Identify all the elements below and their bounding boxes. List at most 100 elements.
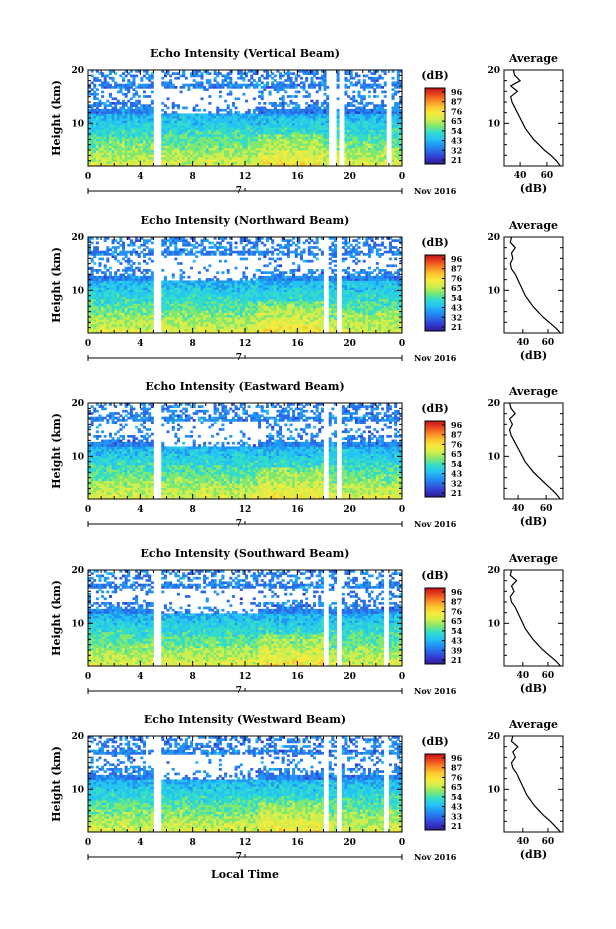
- heatmap-cell: [365, 113, 368, 116]
- heatmap-cell: [297, 319, 300, 322]
- heatmap-cell: [392, 145, 395, 148]
- heatmap-cell: [122, 136, 125, 139]
- heatmap-cell: [269, 308, 272, 311]
- heatmap-cell: [201, 157, 204, 160]
- heatmap-cell: [365, 319, 368, 322]
- heatmap-cell: [127, 120, 130, 123]
- heatmap-cell: [284, 113, 287, 116]
- heatmap-cell: [229, 86, 232, 89]
- heatmap-cell: [344, 161, 347, 164]
- heatmap-cell: [148, 308, 151, 311]
- heatmap-cell: [253, 97, 256, 100]
- heatmap-cell: [292, 118, 295, 121]
- heatmap-cell: [253, 145, 256, 148]
- heatmap-cell: [255, 136, 258, 139]
- heatmap-cell: [392, 161, 395, 164]
- heatmap-cell: [274, 88, 277, 91]
- heatmap-cell: [255, 324, 258, 327]
- heatmap-cell: [368, 152, 371, 155]
- heatmap-cell: [130, 319, 133, 322]
- heatmap-cell: [373, 88, 376, 91]
- heatmap-cell: [355, 150, 358, 153]
- heatmap-cell: [242, 312, 245, 315]
- heatmap-cell: [114, 145, 117, 148]
- heatmap-cell: [384, 81, 387, 84]
- heatmap-cell: [263, 84, 266, 87]
- heatmap-cell: [164, 141, 167, 144]
- heatmap-cell: [266, 150, 269, 153]
- heatmap-cell: [177, 77, 180, 80]
- heatmap-cell: [211, 113, 214, 116]
- heatmap-cell: [373, 95, 376, 98]
- heatmap-cell: [384, 134, 387, 137]
- heatmap-cell: [389, 312, 392, 315]
- heatmap-cell: [224, 136, 227, 139]
- heatmap-cell: [337, 118, 340, 121]
- heatmap-cell: [195, 136, 198, 139]
- heatmap-cell: [381, 125, 384, 128]
- heatmap-cell: [91, 118, 94, 121]
- heatmap-cell: [221, 136, 224, 139]
- heatmap-cell: [248, 317, 251, 320]
- heatmap-cell: [93, 109, 96, 112]
- heatmap-cell: [130, 141, 133, 144]
- heatmap-cell: [313, 157, 316, 160]
- heatmap-cell: [221, 113, 224, 116]
- heatmap-cell: [250, 324, 253, 327]
- heatmap-cell: [248, 152, 251, 155]
- heatmap-cell: [119, 86, 122, 89]
- heatmap-cell: [376, 120, 379, 123]
- heatmap-cell: [352, 109, 355, 112]
- heatmap-cell: [378, 152, 381, 155]
- heatmap-cell: [216, 150, 219, 153]
- heatmap-cell: [135, 91, 138, 94]
- heatmap-cell: [109, 109, 112, 112]
- heatmap-cell: [201, 129, 204, 132]
- heatmap-cell: [190, 120, 193, 123]
- heatmap-cell: [250, 120, 253, 123]
- heatmap-cell: [96, 97, 99, 100]
- heatmap-cell: [344, 145, 347, 148]
- heatmap-cell: [227, 319, 230, 322]
- heatmap-cell: [289, 113, 292, 116]
- heatmap-cell: [271, 308, 274, 311]
- heatmap-cell: [206, 319, 209, 322]
- heatmap-cell: [190, 125, 193, 128]
- heatmap-cell: [167, 125, 170, 128]
- heatmap-cell: [303, 150, 306, 153]
- heatmap-cell: [300, 308, 303, 311]
- heatmap-cell: [101, 145, 104, 148]
- heatmap-cell: [161, 120, 164, 123]
- heatmap-cell: [352, 150, 355, 153]
- heatmap-cell: [352, 157, 355, 160]
- heatmap-cell: [371, 134, 374, 137]
- heatmap-cell: [237, 111, 240, 114]
- heatmap-cell: [321, 312, 324, 315]
- heatmap-cell: [292, 72, 295, 75]
- heatmap-cell: [269, 118, 272, 121]
- heatmap-cell: [143, 104, 146, 107]
- heatmap-cell: [392, 150, 395, 153]
- heatmap-cell: [201, 136, 204, 139]
- heatmap-cell: [177, 141, 180, 144]
- heatmap-cell: [174, 77, 177, 80]
- heatmap-cell: [91, 324, 94, 327]
- heatmap-cell: [263, 319, 266, 322]
- heatmap-cell: [337, 157, 340, 160]
- heatmap-cell: [148, 157, 151, 160]
- heatmap-cell: [174, 145, 177, 148]
- heatmap-cell: [96, 118, 99, 121]
- heatmap-cell: [384, 129, 387, 132]
- heatmap-cell: [146, 113, 149, 116]
- heatmap-cell: [350, 317, 353, 320]
- heatmap-cell: [397, 113, 400, 116]
- heatmap-cell: [292, 145, 295, 148]
- day-label: 7: [236, 186, 242, 196]
- heatmap-cell: [295, 324, 298, 327]
- heatmap-cell: [284, 150, 287, 153]
- heatmap-cell: [227, 111, 230, 114]
- heatmap-cell: [235, 319, 238, 322]
- heatmap-cell: [305, 134, 308, 137]
- heatmap-cell: [182, 152, 185, 155]
- heatmap-cell: [371, 317, 374, 320]
